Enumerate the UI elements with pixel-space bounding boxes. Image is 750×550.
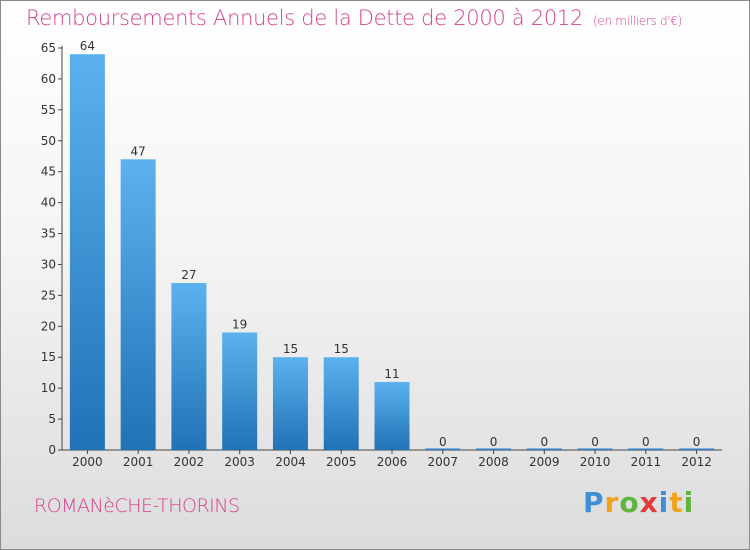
data-label: 0 <box>642 435 650 449</box>
bar <box>476 448 512 450</box>
bar <box>374 381 410 450</box>
bar <box>425 448 461 450</box>
logo-letter: i <box>658 486 670 519</box>
bar <box>577 448 613 450</box>
data-label: 19 <box>232 317 247 331</box>
bar <box>679 448 715 450</box>
y-tick-label: 45 <box>41 165 56 179</box>
commune-name: ROMANèCHE-THORINS <box>34 495 240 517</box>
y-tick-label: 40 <box>41 196 56 210</box>
logo-letter: x <box>639 486 659 519</box>
x-tick-label: 2012 <box>681 455 712 469</box>
logo-letter: t <box>669 486 684 519</box>
x-tick-label: 2005 <box>326 455 357 469</box>
bar <box>272 357 308 450</box>
bar <box>323 357 359 450</box>
y-tick-label: 60 <box>41 72 56 86</box>
x-tick-label: 2002 <box>174 455 205 469</box>
x-tick-label: 2008 <box>478 455 509 469</box>
data-label: 27 <box>181 268 196 282</box>
y-tick-label: 35 <box>41 227 56 241</box>
x-tick-label: 2006 <box>377 455 408 469</box>
proxiti-logo: Proxiti <box>583 486 694 519</box>
data-label: 11 <box>384 367 399 381</box>
chart-title-text: Remboursements Annuels de la Dette de 20… <box>26 6 583 30</box>
y-tick-label: 65 <box>41 41 56 55</box>
data-label: 0 <box>693 435 701 449</box>
data-label: 15 <box>334 342 349 356</box>
logo-letter: P <box>583 486 605 519</box>
x-tick-label: 2011 <box>631 455 662 469</box>
data-label: 47 <box>131 144 146 158</box>
x-tick-label: 2004 <box>275 455 306 469</box>
bar <box>171 283 207 450</box>
bar <box>628 448 664 450</box>
data-label: 64 <box>80 39 95 53</box>
logo-letter: o <box>619 486 640 519</box>
y-tick-label: 30 <box>41 257 56 271</box>
bar <box>526 448 562 450</box>
chart-title: Remboursements Annuels de la Dette de 20… <box>26 6 682 30</box>
x-tick-label: 2007 <box>427 455 458 469</box>
bar <box>120 159 156 451</box>
y-tick-label: 55 <box>41 103 56 117</box>
x-tick-label: 2003 <box>224 455 255 469</box>
data-label: 0 <box>439 435 447 449</box>
x-tick-label: 2001 <box>123 455 154 469</box>
y-tick-label: 25 <box>41 288 56 302</box>
y-tick-label: 0 <box>48 443 56 457</box>
bar <box>222 332 258 450</box>
y-tick-label: 15 <box>41 350 56 364</box>
data-label: 0 <box>540 435 548 449</box>
labels: 64 47 27 19 15 15 11 0 0 0 0 0 0 <box>80 39 701 449</box>
bars <box>69 54 715 451</box>
data-label: 15 <box>283 342 298 356</box>
y-tick-label: 5 <box>48 412 56 426</box>
x-tick-label: 2010 <box>580 455 611 469</box>
y-tick-label: 10 <box>41 381 56 395</box>
y-tick-label: 20 <box>41 319 56 333</box>
x-tick-label: 2009 <box>529 455 560 469</box>
x-tick-label: 2000 <box>72 455 103 469</box>
y-tick-label: 50 <box>41 134 56 148</box>
chart-unit: (en milliers d'€) <box>593 14 683 28</box>
data-label: 0 <box>490 435 498 449</box>
logo-letter: r <box>604 486 620 519</box>
bar <box>69 54 105 450</box>
logo-letter: i <box>683 486 695 519</box>
data-label: 0 <box>591 435 599 449</box>
